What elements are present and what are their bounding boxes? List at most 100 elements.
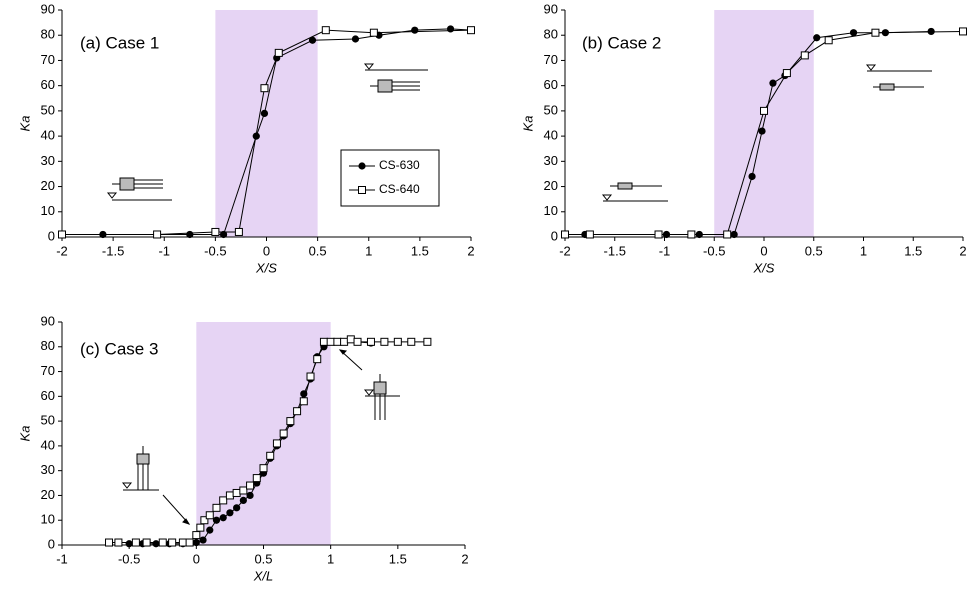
x-tick-label: 1.5 [389, 551, 407, 566]
x-tick-label: -1.5 [102, 243, 124, 258]
point [186, 230, 194, 239]
point [561, 230, 569, 239]
point [152, 540, 160, 548]
y-tick-label: 50 [41, 102, 55, 117]
x-tick-label: -0.5 [204, 243, 226, 258]
point [286, 417, 295, 426]
point [959, 27, 967, 36]
y-tick-label: 70 [544, 52, 558, 67]
point [723, 230, 732, 239]
point [313, 355, 322, 364]
y-tick-label: 0 [48, 536, 55, 551]
x-tick-label: -1 [56, 551, 68, 566]
point [192, 531, 201, 540]
point [308, 36, 317, 44]
y-tick-label: 80 [41, 27, 55, 42]
y-tick-label: 80 [41, 338, 55, 353]
point [212, 516, 221, 524]
point [239, 486, 248, 495]
y-tick-label: 0 [48, 228, 55, 243]
point [346, 335, 355, 344]
x-tick-label: -0.5 [118, 551, 140, 566]
legend-marker [358, 186, 366, 194]
point [211, 227, 220, 236]
x-axis-label: X/S [753, 260, 775, 275]
point [260, 109, 269, 118]
point [782, 69, 791, 78]
y-tick-label: 20 [544, 178, 558, 193]
legend-marker [358, 162, 366, 170]
point [274, 48, 283, 57]
y-tick-label: 20 [41, 178, 55, 193]
point [760, 106, 768, 115]
y-tick-label: 90 [41, 313, 55, 328]
x-tick-label: 1.5 [411, 243, 429, 258]
y-tick-label: 90 [544, 1, 558, 16]
point [168, 538, 177, 547]
y-tick-label: 10 [544, 203, 558, 218]
point [125, 540, 133, 548]
point [158, 538, 167, 547]
y-axis-label: Ka [520, 116, 535, 132]
point [226, 509, 234, 517]
point [196, 523, 205, 532]
x-axis-label: X/L [253, 568, 274, 583]
x-tick-label: 1.5 [904, 243, 922, 258]
point [319, 337, 328, 346]
y-tick-label: 30 [41, 462, 55, 477]
point [219, 230, 228, 239]
point [849, 29, 858, 37]
point [687, 230, 696, 239]
point [340, 337, 349, 346]
point [192, 538, 200, 547]
y-tick-label: 50 [41, 413, 55, 428]
point [824, 36, 833, 45]
point [212, 503, 221, 512]
point [326, 337, 335, 346]
point [871, 28, 880, 37]
annotation: (b) Case 2 [582, 33, 661, 52]
point [813, 34, 821, 42]
x-tick-label: 1 [327, 551, 334, 566]
point [351, 35, 360, 43]
point [234, 227, 243, 236]
point [306, 372, 315, 381]
point [153, 230, 162, 239]
x-tick-label: 0 [760, 243, 767, 258]
y-tick-label: 70 [41, 363, 55, 378]
x-tick-label: 0.5 [309, 243, 327, 258]
point [272, 439, 281, 448]
point [366, 337, 375, 346]
point [260, 84, 269, 93]
point [380, 337, 389, 346]
point [252, 474, 261, 483]
point [407, 337, 416, 346]
y-tick-label: 40 [544, 128, 558, 143]
point [200, 516, 209, 525]
x-tick-label: 2 [461, 551, 468, 566]
point [233, 504, 241, 512]
shaded-region [215, 10, 318, 237]
x-tick-label: 2 [467, 243, 474, 258]
y-tick-label: 0 [551, 228, 558, 243]
y-tick-label: 20 [41, 487, 55, 502]
x-tick-label: 0.5 [805, 243, 823, 258]
y-tick-label: 10 [41, 203, 55, 218]
y-tick-label: 10 [41, 512, 55, 527]
point [467, 26, 475, 35]
point [232, 488, 241, 497]
y-tick-label: 50 [544, 102, 558, 117]
point [369, 28, 378, 37]
point [423, 337, 432, 346]
point [800, 51, 809, 60]
point [299, 397, 308, 406]
point [205, 511, 214, 520]
x-tick-label: 2 [959, 243, 966, 258]
x-tick-label: -1 [158, 243, 170, 258]
point [225, 491, 234, 500]
point [178, 538, 187, 547]
point [353, 337, 362, 346]
point [293, 407, 302, 416]
legend-label: CS-640 [379, 182, 420, 196]
